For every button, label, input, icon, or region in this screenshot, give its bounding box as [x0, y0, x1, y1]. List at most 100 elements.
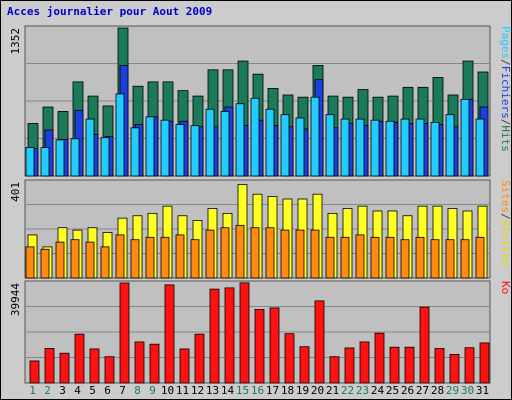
day-label: 2 [44, 384, 51, 397]
bar-ko-day-17 [269, 307, 280, 384]
legend-part: / [499, 119, 512, 126]
legend-part: Sites [499, 180, 512, 213]
bar-pages-day-15 [235, 103, 245, 177]
bar-ko-day-9 [149, 343, 160, 384]
bar-ko-day-22 [344, 347, 355, 384]
bar-ko-day-16 [254, 308, 265, 384]
bar-pages-day-24 [370, 119, 380, 177]
day-label: 7 [119, 384, 126, 397]
day-label: 8 [134, 384, 141, 397]
day-label: 24 [371, 384, 385, 397]
bar-pages-day-25 [385, 120, 395, 177]
bar-ko-day-19 [299, 346, 310, 384]
bar-ko-day-21 [329, 356, 340, 384]
bar-sites-day-19 [295, 229, 305, 279]
bar-pages-day-4 [70, 138, 80, 177]
day-label: 27 [416, 384, 429, 397]
chart-title: Acces journalier pour Aout 2009 [7, 5, 213, 18]
bar-pages-day-30 [460, 98, 470, 177]
panel-middle: 401 Sites/Visites [9, 179, 512, 279]
bar-sites-day-27 [415, 236, 425, 279]
y-max-label: 1352 [9, 28, 22, 55]
day-label: 6 [104, 384, 111, 397]
bar-sites-day-1 [25, 246, 35, 279]
legend-part: Fichiers [499, 66, 512, 119]
bar-pages-day-5 [85, 118, 95, 177]
bar-ko-day-8 [134, 341, 145, 384]
day-label: 28 [431, 384, 444, 397]
legend-part: / [499, 59, 512, 66]
bar-sites-day-5 [85, 241, 95, 279]
day-label: 17 [266, 384, 279, 397]
bar-pages-day-6 [100, 137, 110, 177]
bar-sites-day-14 [220, 227, 230, 279]
bar-pages-day-13 [205, 108, 215, 177]
bar-pages-day-28 [430, 121, 440, 177]
bar-sites-day-28 [430, 239, 440, 279]
day-label: 9 [149, 384, 156, 397]
bar-pages-day-29 [445, 114, 455, 177]
bar-ko-day-27 [419, 306, 430, 384]
y-max-label: 39944 [9, 283, 22, 316]
day-label: 25 [386, 384, 399, 397]
day-label: 4 [74, 384, 81, 397]
day-label: 20 [311, 384, 324, 397]
bar-sites-day-9 [145, 236, 155, 279]
bar-sites-day-21 [325, 236, 335, 279]
bar-sites-day-13 [205, 229, 215, 279]
bar-ko-day-20 [314, 300, 325, 384]
bar-pages-day-31 [475, 118, 485, 177]
day-label: 23 [356, 384, 369, 397]
day-label: 31 [476, 384, 489, 397]
bar-sites-day-15 [235, 224, 245, 279]
bar-ko-day-7 [119, 282, 130, 384]
bar-sites-day-4 [70, 239, 80, 279]
bar-pages-day-9 [145, 116, 155, 177]
day-label: 3 [59, 384, 66, 397]
day-label: 29 [446, 384, 459, 397]
bar-pages-day-21 [325, 114, 335, 177]
bar-pages-day-1 [25, 147, 35, 177]
bar-sites-day-10 [160, 236, 170, 279]
bar-sites-day-6 [100, 246, 110, 279]
bar-ko-day-4 [74, 333, 85, 384]
bar-sites-day-25 [385, 236, 395, 279]
bar-pages-day-19 [295, 117, 305, 177]
bar-ko-day-5 [89, 348, 100, 384]
panel-bottom: 39944 Ko [9, 280, 512, 384]
legend-part: Pages [499, 26, 512, 59]
bar-ko-day-11 [179, 348, 190, 384]
bar-pages-day-14 [220, 111, 230, 177]
bar-pages-day-12 [190, 125, 200, 177]
bar-ko-day-29 [449, 354, 460, 384]
day-label: 10 [161, 384, 174, 397]
bar-pages-day-18 [280, 114, 290, 177]
bar-sites-day-31 [475, 236, 485, 279]
bar-sites-day-17 [265, 227, 275, 279]
bar-ko-day-15 [239, 282, 250, 384]
bar-sites-day-12 [190, 239, 200, 279]
day-label: 21 [326, 384, 339, 397]
bar-ko-day-2 [44, 348, 55, 384]
bar-pages-day-2 [40, 147, 50, 177]
day-label: 19 [296, 384, 309, 397]
bar-ko-day-1 [29, 360, 40, 384]
bar-sites-day-26 [400, 239, 410, 279]
day-label: 15 [236, 384, 249, 397]
bar-ko-day-25 [389, 346, 400, 384]
bar-ko-day-31 [479, 342, 490, 384]
bar-ko-day-6 [104, 356, 115, 384]
bar-ko-day-24 [374, 332, 385, 384]
bar-ko-day-30 [464, 347, 475, 384]
bar-sites-day-23 [355, 234, 365, 279]
bar-pages-day-16 [250, 97, 260, 177]
day-label: 5 [89, 384, 96, 397]
day-label: 13 [206, 384, 219, 397]
day-label: 26 [401, 384, 414, 397]
bar-pages-day-7 [115, 93, 125, 177]
day-label: 30 [461, 384, 474, 397]
series-legend-label: Ko [499, 281, 512, 294]
bar-ko-day-10 [164, 284, 175, 384]
bar-pages-day-22 [340, 118, 350, 177]
